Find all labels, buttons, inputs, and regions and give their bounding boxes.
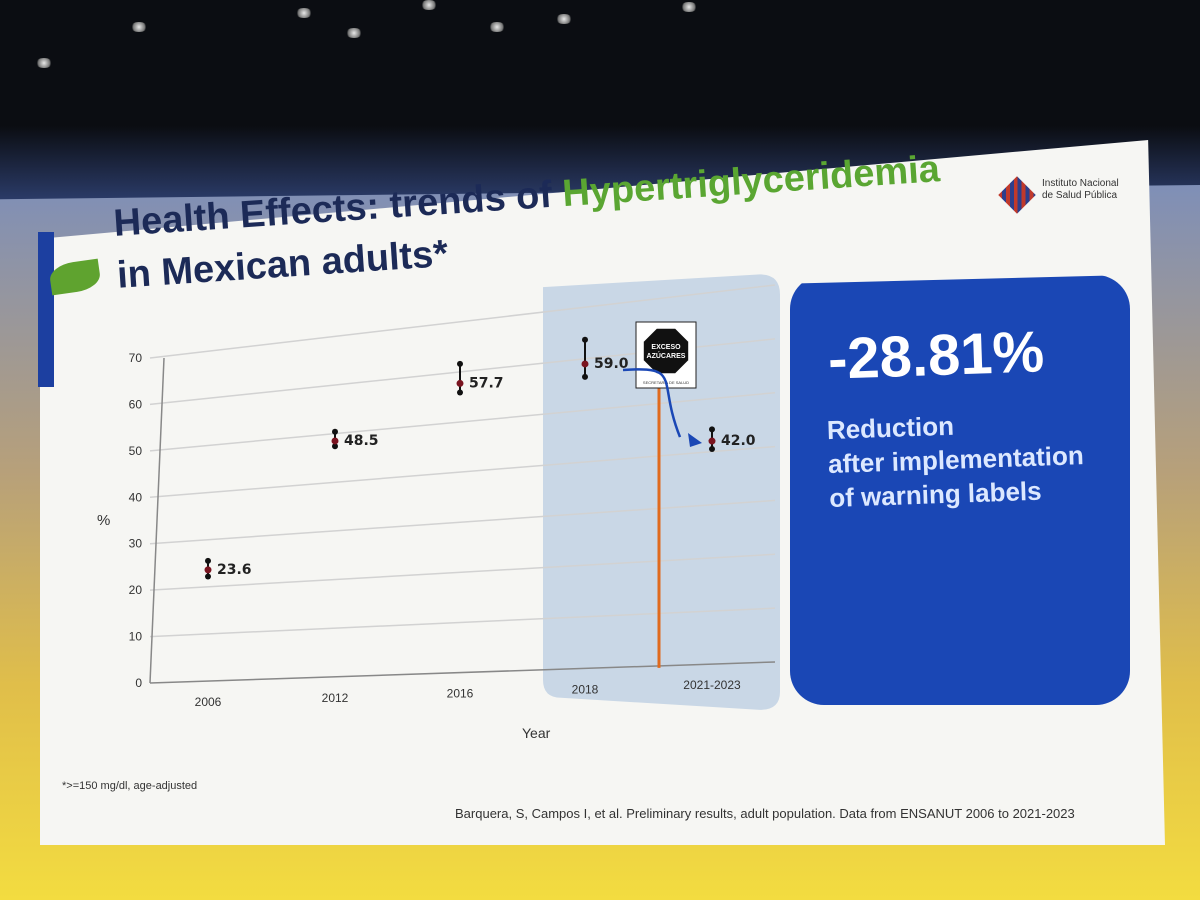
ci-cap-bottom [457,389,463,396]
warning-label-text-2: AZÚCARES [647,351,686,360]
gridline [149,284,776,359]
ci-cap-top [332,428,338,435]
data-label: 48.5 [344,433,379,449]
gridline [149,499,776,545]
reduction-badge [790,275,1130,705]
data-label: 23.6 [217,562,252,578]
stage-light [295,8,313,18]
logo-line-2: de Salud Pública [1042,190,1118,201]
stage-light [680,2,698,12]
ci-cap-bottom [205,573,211,580]
logo-line-1: Instituto Nacional [1042,178,1119,189]
accent-bar [38,232,54,387]
ci-cap-bottom [709,446,715,453]
x-tick-label: 2018 [572,682,599,696]
stage-light [555,14,573,24]
arrow-head-icon [688,433,702,448]
data-label: 59.0 [594,356,629,372]
y-tick-label: 30 [129,537,143,551]
data-point [456,379,464,387]
stage-light [345,28,363,38]
y-axis-label: % [97,512,110,529]
insp-logo: Instituto Nacional de Salud Pública [998,172,1140,216]
x-tick-label: 2006 [195,695,222,709]
reduction-percentage: -28.81% [826,319,1046,392]
gridline [149,607,776,638]
gridline [149,445,776,499]
y-tick-label: 10 [129,630,143,644]
y-tick-label: 40 [129,490,143,504]
data-point [331,437,339,445]
y-tick-label: 0 [135,676,142,690]
reduction-caption: Reduction after implementation of warnin… [826,403,1119,515]
y-tick-label: 50 [129,444,143,458]
x-tick-label: 2016 [447,687,474,701]
ci-cap-top [457,360,463,367]
stage-light [130,22,148,32]
data-label: 42.0 [721,433,756,449]
ci-cap-top [582,336,588,343]
x-tick-label: 2021-2023 [683,678,741,692]
y-axis [149,357,165,684]
highlight-panel [543,274,780,710]
source-citation: Barquera, S, Campos I, et al. Preliminar… [455,806,1075,821]
octagon-stop-icon [643,328,689,374]
data-label: 57.7 [469,375,504,391]
insp-logo-text: Instituto Nacional de Salud Pública [1042,178,1119,202]
data-point [581,360,589,368]
stage-light [420,0,438,10]
warning-label-text-1: EXCESO [651,344,681,351]
data-point [708,437,716,445]
y-tick-label: 20 [129,583,143,597]
trend-arrow [622,368,682,438]
y-tick-label: 60 [129,397,143,411]
ci-cap-top [709,426,715,433]
gridline [149,553,776,591]
ci-cap-top [205,557,211,564]
stage-light [488,22,506,32]
footnote: *>=150 mg/dl, age-adjusted [62,780,198,792]
y-tick-label: 70 [129,351,143,365]
data-point [204,566,212,574]
ci-cap-bottom [582,373,588,380]
ci-cap-bottom [332,443,338,450]
x-tick-label: 2012 [322,691,349,705]
x-axis-label: Year [522,725,551,741]
x-axis [149,661,776,684]
stage-light [35,58,53,68]
